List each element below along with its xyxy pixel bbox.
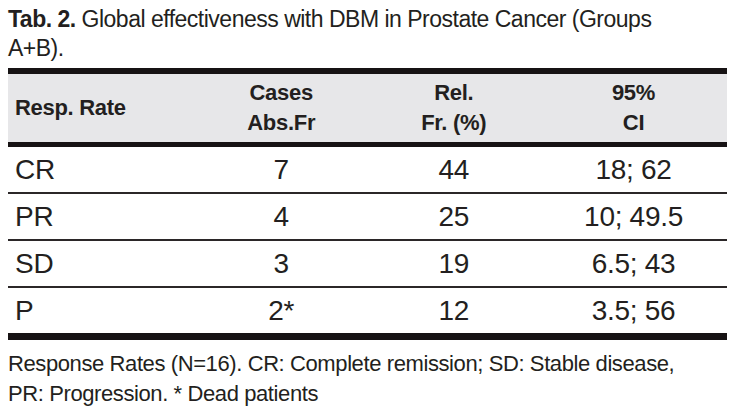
cell-ci: 18; 62 — [540, 145, 727, 194]
cell-rel-fr: 12 — [367, 287, 540, 337]
caption-line-1: Tab. 2. Global effectiveness with DBM in… — [8, 5, 727, 34]
col-header-ci-line2: CI — [540, 108, 727, 138]
col-header-cases-line2: Abs.Fr — [195, 108, 368, 138]
cell-ci: 10; 49.5 — [540, 193, 727, 240]
cell-rel-fr: 25 — [367, 193, 540, 240]
footnote-line-1: Response Rates (N=16). CR: Complete remi… — [8, 349, 727, 379]
footnote-line-2: PR: Progression. * Dead patients — [8, 379, 727, 409]
cell-resp-rate: P — [8, 287, 195, 337]
cell-ci: 3.5; 56 — [540, 287, 727, 337]
table-row-sd: SD 3 19 6.5; 43 — [8, 240, 727, 287]
col-header-ci: 95% CI — [540, 71, 727, 145]
col-header-resp-rate-label: Resp. Rate — [15, 93, 195, 123]
caption-line-2: A+B). — [8, 34, 727, 63]
cell-resp-rate: PR — [8, 193, 195, 240]
table-row-p: P 2* 12 3.5; 56 — [8, 287, 727, 337]
col-header-cases: Cases Abs.Fr — [195, 71, 368, 145]
cell-rel-fr: 44 — [367, 145, 540, 194]
caption-label: Tab. 2. — [8, 6, 76, 32]
cell-cases: 3 — [195, 240, 368, 287]
cell-rel-fr: 19 — [367, 240, 540, 287]
table-row-pr: PR 4 25 10; 49.5 — [8, 193, 727, 240]
cell-cases: 2* — [195, 287, 368, 337]
table-row-cr: CR 7 44 18; 62 — [8, 145, 727, 194]
table-caption: Tab. 2. Global effectiveness with DBM in… — [8, 5, 727, 63]
header-row: Resp. Rate Cases Abs.Fr Rel. Fr. (%) 95%… — [8, 71, 727, 145]
cell-cases: 4 — [195, 193, 368, 240]
table-footnote: Response Rates (N=16). CR: Complete remi… — [8, 349, 727, 409]
cell-ci: 6.5; 43 — [540, 240, 727, 287]
col-header-rel-fr-line1: Rel. — [367, 78, 540, 108]
cell-cases: 7 — [195, 145, 368, 194]
col-header-resp-rate: Resp. Rate — [8, 71, 195, 145]
col-header-cases-line1: Cases — [195, 78, 368, 108]
col-header-ci-line1: 95% — [540, 78, 727, 108]
col-header-rel-fr: Rel. Fr. (%) — [367, 71, 540, 145]
page: Tab. 2. Global effectiveness with DBM in… — [0, 0, 735, 414]
cell-resp-rate: SD — [8, 240, 195, 287]
cell-resp-rate: CR — [8, 145, 195, 194]
caption-text: Global effectiveness with DBM in Prostat… — [82, 6, 652, 32]
results-table: Resp. Rate Cases Abs.Fr Rel. Fr. (%) 95%… — [8, 68, 727, 340]
col-header-rel-fr-line2: Fr. (%) — [367, 108, 540, 138]
